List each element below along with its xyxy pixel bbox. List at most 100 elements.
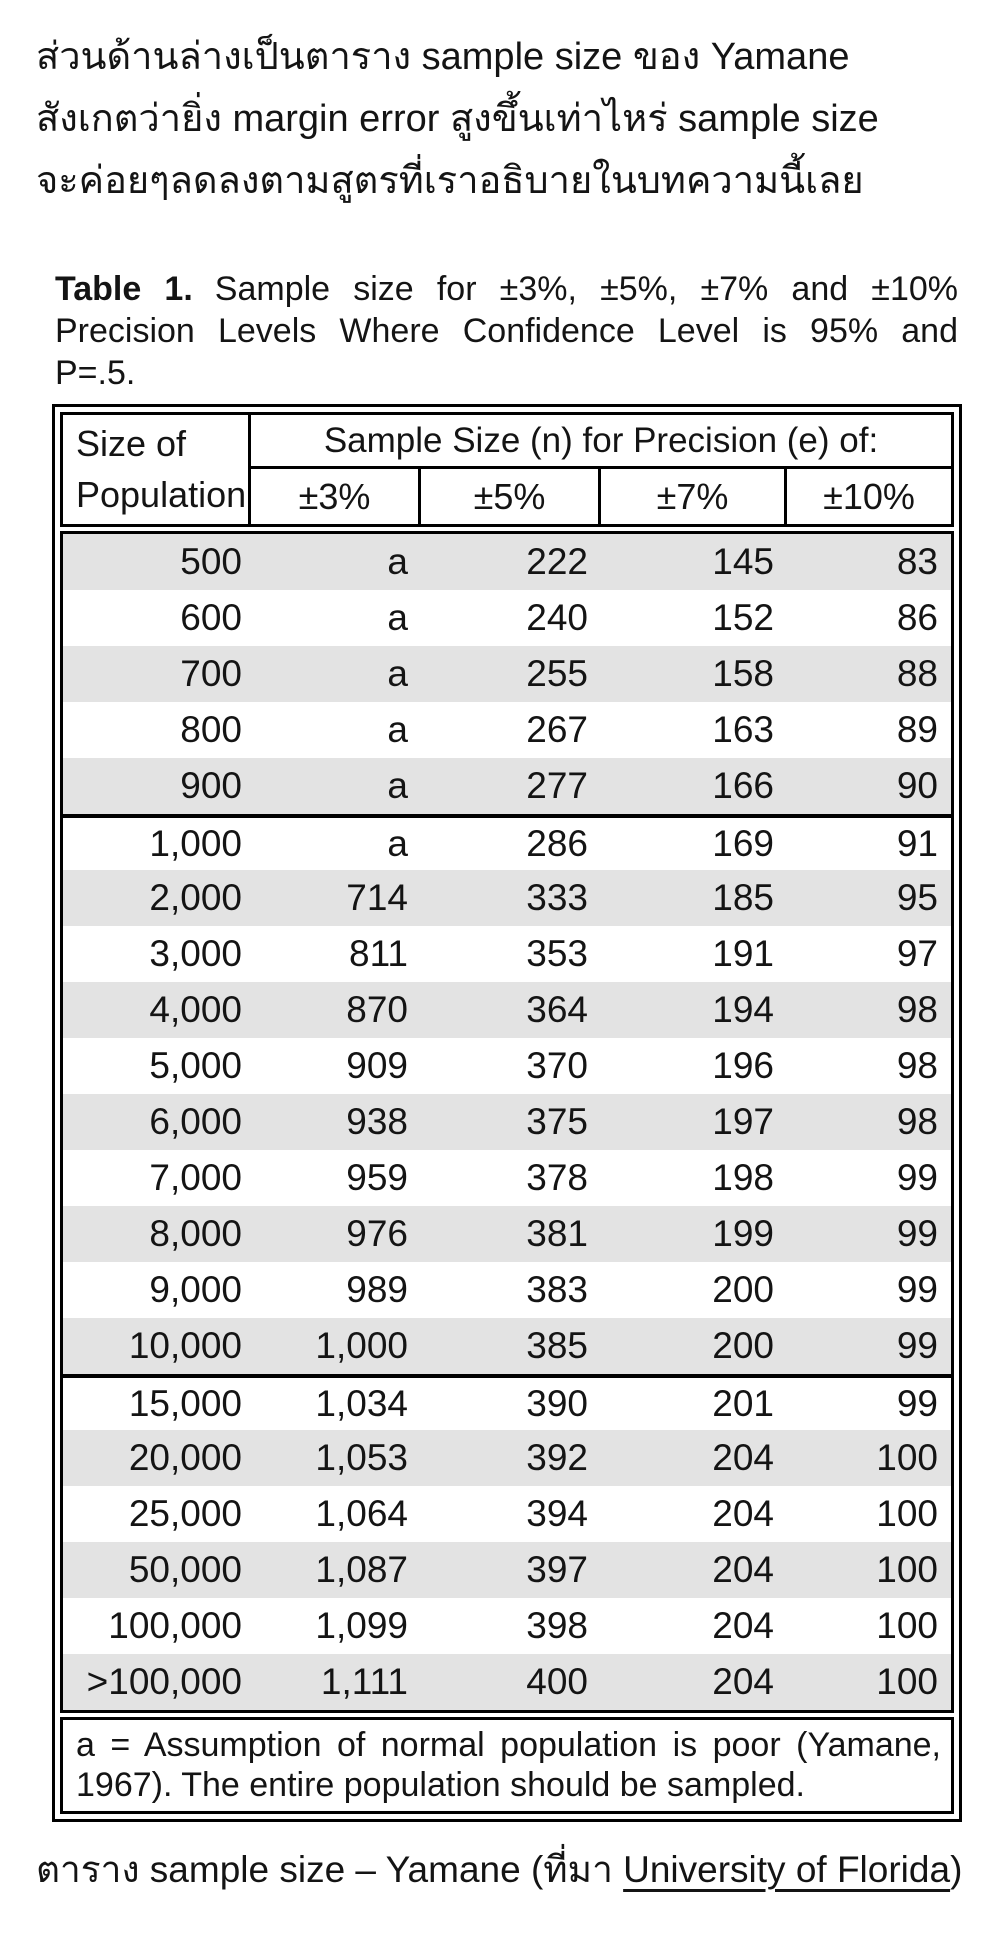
cell-7pct: 169 bbox=[712, 823, 774, 864]
cell-population: 9,000 bbox=[149, 1269, 242, 1310]
cell-3pct: 1,099 bbox=[315, 1605, 408, 1646]
cell-10pct: 89 bbox=[896, 709, 938, 750]
cell-7pct: 199 bbox=[712, 1213, 774, 1254]
cell-3pct: a bbox=[387, 653, 408, 694]
cell-population: 6,000 bbox=[149, 1101, 242, 1142]
cell-population: 15,000 bbox=[128, 1383, 242, 1424]
cell-3pct: 989 bbox=[346, 1269, 408, 1310]
cell-population: 600 bbox=[180, 597, 242, 638]
cell-5pct: 333 bbox=[526, 877, 588, 918]
cell-5pct: 267 bbox=[526, 709, 588, 750]
table-title: Table 1. Sample size for ±3%, ±5%, ±7% an… bbox=[55, 268, 958, 394]
cell-10pct: 86 bbox=[896, 597, 938, 638]
cell-population: 3,000 bbox=[149, 933, 242, 974]
cell-5pct: 400 bbox=[526, 1661, 588, 1702]
cell-7pct: 194 bbox=[712, 989, 774, 1030]
cell-population: >100,000 bbox=[86, 1661, 242, 1702]
table-row: 8,000 976 381 199 99 bbox=[63, 1206, 951, 1262]
cell-10pct: 99 bbox=[896, 1157, 938, 1198]
cell-7pct: 152 bbox=[712, 597, 774, 638]
cell-7pct: 197 bbox=[712, 1101, 774, 1142]
footnote-line-2: 1967). The entire population should be s… bbox=[76, 1766, 805, 1804]
table-row: 4,000 870 364 194 98 bbox=[63, 982, 951, 1038]
cell-5pct: 378 bbox=[526, 1157, 588, 1198]
source-link[interactable]: University of Florida bbox=[623, 1849, 951, 1890]
scanned-table-image: Size of Population Sample Size (n) for P… bbox=[52, 404, 962, 1822]
cell-population: 500 bbox=[180, 541, 242, 582]
cell-3pct: 976 bbox=[346, 1213, 408, 1254]
cell-5pct: 398 bbox=[526, 1605, 588, 1646]
table-footnote: a = Assumption of normal population is p… bbox=[60, 1717, 954, 1814]
intro-line: จะค่อยๆลดลงตามสูตรที่เราอธิบายในบทความนี… bbox=[36, 160, 864, 202]
cell-population: 1,000 bbox=[149, 823, 242, 864]
cell-10pct: 88 bbox=[896, 653, 938, 694]
cell-10pct: 97 bbox=[896, 933, 938, 974]
cell-3pct: 1,064 bbox=[315, 1493, 408, 1534]
table-row: 6,000 938 375 197 98 bbox=[63, 1094, 951, 1150]
cell-5pct: 364 bbox=[526, 989, 588, 1030]
cell-7pct: 204 bbox=[712, 1661, 774, 1702]
cell-population: 10,000 bbox=[128, 1325, 242, 1366]
cell-7pct: 191 bbox=[712, 933, 774, 974]
page-root: { "intro": { "lines": [ "ส่วนด้านล่างเป็… bbox=[0, 26, 999, 1945]
cell-population: 700 bbox=[180, 653, 242, 694]
footnote-line-1: a = Assumption of normal population is p… bbox=[76, 1726, 941, 1764]
cell-3pct: 909 bbox=[346, 1045, 408, 1086]
table-row: 2,000 714 333 185 95 bbox=[63, 870, 951, 926]
image-caption: ตาราง sample size – Yamane (ที่มา Univer… bbox=[36, 1846, 979, 1894]
table-title-line-1: Table 1. Sample size for ±3%, ±5%, ±7% an… bbox=[55, 270, 958, 308]
cell-population: 800 bbox=[180, 709, 242, 750]
cell-population: 5,000 bbox=[149, 1045, 242, 1086]
cell-population: 20,000 bbox=[128, 1437, 242, 1478]
cell-7pct: 204 bbox=[712, 1605, 774, 1646]
header-sample-size-span: Sample Size (n) for Precision (e) of: bbox=[251, 415, 951, 469]
cell-10pct: 98 bbox=[896, 1045, 938, 1086]
cell-3pct: a bbox=[387, 709, 408, 750]
cell-7pct: 200 bbox=[712, 1269, 774, 1310]
cell-10pct: 91 bbox=[896, 823, 938, 864]
cell-10pct: 100 bbox=[876, 1605, 938, 1646]
cell-5pct: 222 bbox=[526, 541, 588, 582]
cell-10pct: 99 bbox=[896, 1383, 938, 1424]
cell-3pct: a bbox=[387, 765, 408, 806]
header-precision-10pct: ±10% bbox=[823, 475, 915, 517]
cell-population: 7,000 bbox=[149, 1157, 242, 1198]
caption-prefix: ตาราง sample size – Yamane (ที่มา bbox=[36, 1849, 624, 1890]
cell-7pct: 163 bbox=[712, 709, 774, 750]
table-row: 600 a 240 152 86 bbox=[63, 590, 951, 646]
table-row: >100,000 1,111 400 204 100 bbox=[63, 1654, 951, 1710]
cell-5pct: 255 bbox=[526, 653, 588, 694]
cell-3pct: 959 bbox=[346, 1157, 408, 1198]
cell-population: 4,000 bbox=[149, 989, 242, 1030]
cell-10pct: 95 bbox=[896, 877, 938, 918]
cell-10pct: 90 bbox=[896, 765, 938, 806]
cell-3pct: 811 bbox=[349, 933, 408, 974]
table-row: 10,000 1,000 385 200 99 bbox=[63, 1318, 951, 1374]
cell-7pct: 200 bbox=[712, 1325, 774, 1366]
table-header: Size of Population Sample Size (n) for P… bbox=[60, 412, 954, 527]
cell-5pct: 277 bbox=[526, 765, 588, 806]
cell-7pct: 201 bbox=[712, 1383, 774, 1424]
cell-5pct: 375 bbox=[526, 1101, 588, 1142]
table-row: 3,000 811 353 191 97 bbox=[63, 926, 951, 982]
cell-10pct: 83 bbox=[896, 541, 938, 582]
cell-7pct: 145 bbox=[712, 541, 774, 582]
cell-7pct: 198 bbox=[712, 1157, 774, 1198]
table-title-label: Table 1. bbox=[55, 270, 193, 308]
table-row: 700 a 255 158 88 bbox=[63, 646, 951, 702]
cell-7pct: 204 bbox=[712, 1437, 774, 1478]
cell-3pct: 870 bbox=[346, 989, 408, 1030]
table-body: 500 a 222 145 83 600 a 240 152 86 700 a 255 158 88 800 a… bbox=[60, 531, 954, 1713]
header-precision-5pct: ±5% bbox=[421, 469, 601, 524]
cell-10pct: 100 bbox=[876, 1493, 938, 1534]
table-row: 5,000 909 370 196 98 bbox=[63, 1038, 951, 1094]
cell-3pct: 1,034 bbox=[315, 1383, 408, 1424]
table-row: 9,000 989 383 200 99 bbox=[63, 1262, 951, 1318]
cell-7pct: 196 bbox=[712, 1045, 774, 1086]
cell-10pct: 98 bbox=[896, 989, 938, 1030]
cell-10pct: 98 bbox=[896, 1101, 938, 1142]
cell-5pct: 394 bbox=[526, 1493, 588, 1534]
cell-5pct: 383 bbox=[526, 1269, 588, 1310]
cell-10pct: 99 bbox=[896, 1213, 938, 1254]
cell-5pct: 381 bbox=[526, 1213, 588, 1254]
